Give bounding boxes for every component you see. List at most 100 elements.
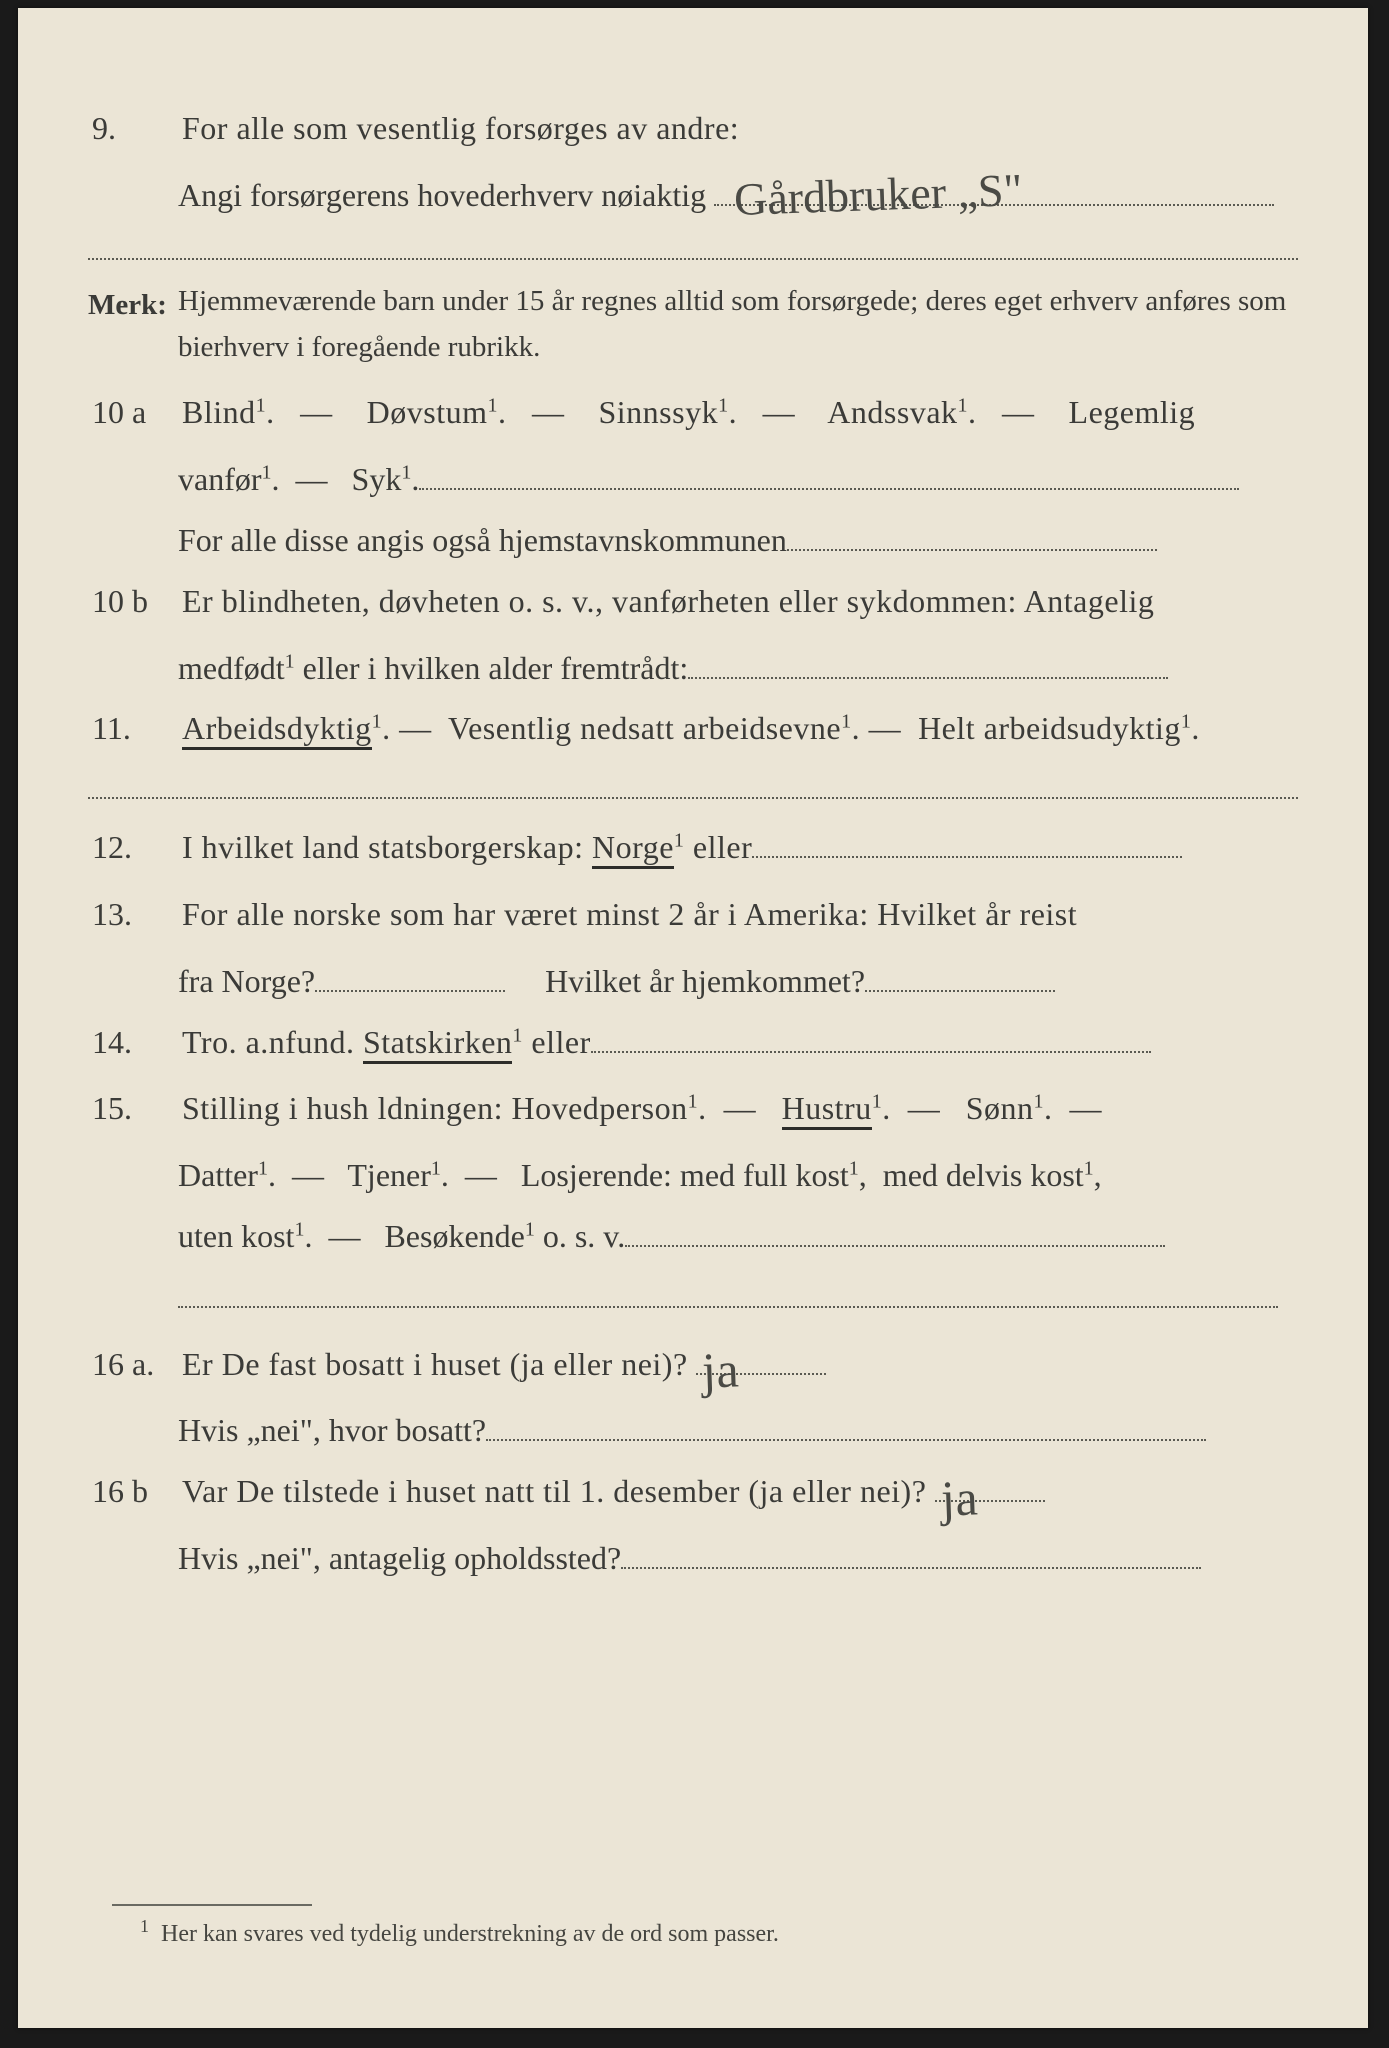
q9-handwriting: Gårdbruker „S" — [733, 146, 1024, 243]
q14-body: Tro. a.nfund. Statskirken1 eller — [182, 1012, 1298, 1073]
q11-body: Arbeidsdyktig1. — Vesentlig nedsatt arbe… — [182, 698, 1298, 759]
q15-utenkost: uten kost — [178, 1218, 294, 1254]
q15-fill — [625, 1210, 1165, 1247]
q10a-vanfor: vanfør — [178, 461, 262, 497]
q16a-hvis-nei: Hvis „nei", hvor bosatt? — [178, 1412, 486, 1448]
q15-fullkost: Losjerende: med full kost — [521, 1157, 849, 1193]
q16b-number: 16 b — [88, 1461, 182, 1522]
q15-row1: 15. Stilling i hush ldningen: Hovedperso… — [88, 1078, 1298, 1139]
q14-row: 14. Tro. a.nfund. Statskirken1 eller — [88, 1012, 1298, 1073]
q15-number: 15. — [88, 1078, 182, 1139]
merk-label: Merk: — [88, 278, 178, 333]
q16a-row1: 16 a. Er De fast bosatt i huset (ja elle… — [88, 1334, 1298, 1395]
q11-arbeidsdyktig: Arbeidsdyktig — [182, 710, 372, 750]
q10a-fill1 — [419, 453, 1239, 490]
q10a-syk: Syk — [352, 461, 402, 497]
q9-row1: 9. For alle som vesentlig forsørges av a… — [88, 98, 1298, 159]
q14-statskirken: Statskirken — [363, 1024, 512, 1064]
q10b-row2: medfødt1 eller i hvilken alder fremtrådt… — [178, 638, 1298, 699]
q16b-question: Var De tilstede i huset natt til 1. dese… — [182, 1473, 926, 1509]
footnote-body: Her kan svares ved tydelig understreknin… — [161, 1921, 779, 1947]
q10b-rest: eller i hvilken alder fremtrådt: — [303, 650, 689, 686]
q15-row2: Datter1. — Tjener1. — Losjerende: med fu… — [178, 1145, 1298, 1206]
q16b-line1: Var De tilstede i huset natt til 1. dese… — [182, 1461, 1298, 1522]
q10a-line1: Blind1. — Døvstum1. — Sinnssyk1. — Andss… — [182, 382, 1298, 443]
q12-norge: Norge — [592, 829, 674, 869]
q10a-dovstum: Døvstum — [367, 394, 488, 430]
q12-eller: eller — [693, 829, 752, 865]
q16a-question: Er De fast bosatt i huset (ja eller nei)… — [182, 1346, 696, 1382]
q11-number: 11. — [88, 698, 182, 759]
q15-stilling: Stilling i hush ldningen: Hovedperson — [182, 1090, 688, 1126]
footnote-marker: 1 — [140, 1916, 149, 1936]
q10b-line1: Er blindheten, døvheten o. s. v., vanfør… — [182, 571, 1298, 632]
q10b-row1: 10 b Er blindheten, døvheten o. s. v., v… — [88, 571, 1298, 632]
document-page: 9. For alle som vesentlig forsørges av a… — [18, 8, 1368, 2028]
q12-row: 12. I hvilket land statsborgerskap: Norg… — [88, 817, 1298, 878]
q15-line1: Stilling i hush ldningen: Hovedperson1. … — [182, 1078, 1298, 1139]
q13-fra-norge: fra Norge? — [178, 963, 315, 999]
q13-fill1 — [315, 955, 505, 992]
q13-line1: For alle norske som har været minst 2 år… — [182, 884, 1298, 945]
separator-after-9 — [88, 258, 1298, 260]
q13-row2: fra Norge? Hvilket år hjemkommet? — [178, 951, 1298, 1012]
q14-number: 14. — [88, 1012, 182, 1073]
q15-hustru: Hustru — [782, 1090, 872, 1130]
q11-nedsatt: Vesentlig nedsatt arbeidsevne — [448, 710, 841, 746]
q15-datter: Datter — [178, 1157, 258, 1193]
q9-line2-label: Angi forsørgerens hovederhverv nøiaktig — [178, 177, 706, 213]
q15-delviskost: med delvis kost — [883, 1157, 1084, 1193]
q10a-number: 10 a — [88, 382, 182, 443]
q15-tjener: Tjener — [347, 1157, 431, 1193]
q16b-row2: Hvis „nei", antagelig opholdssted? — [178, 1528, 1298, 1589]
q15-fill2 — [178, 1271, 1278, 1308]
q10b-fill — [688, 641, 1168, 678]
q15-sonn: Sønn — [966, 1090, 1034, 1126]
footnote-block: 1 Her kan svares ved tydelig understrekn… — [88, 1904, 1298, 1948]
q14-fill — [591, 1015, 1151, 1052]
separator-after-11 — [88, 797, 1298, 799]
q11-udyktig: Helt arbeidsudyktig — [918, 710, 1181, 746]
q10a-legemlig: Legemlig — [1069, 394, 1196, 430]
q16a-line1: Er De fast bosatt i huset (ja eller nei)… — [182, 1334, 1298, 1395]
q14-tro: Tro. a.nfund. — [182, 1024, 363, 1060]
q16b-fill2 — [621, 1532, 1201, 1569]
q9-line1: For alle som vesentlig forsørges av andr… — [182, 98, 1298, 159]
q16b-hvis-nei: Hvis „nei", antagelig opholdssted? — [178, 1540, 621, 1576]
q15-osv: o. s. v. — [543, 1218, 625, 1254]
q16b-fill1: ja — [935, 1465, 1045, 1502]
q10a-line3: For alle disse angis også hjemstavnskomm… — [178, 522, 787, 558]
q9-row2: Angi forsørgerens hovederhverv nøiaktig … — [178, 165, 1298, 226]
q10b-medfodt: medfødt — [178, 650, 285, 686]
q16b-row1: 16 b Var De tilstede i huset natt til 1.… — [88, 1461, 1298, 1522]
q9-number: 9. — [88, 98, 182, 159]
q15-row3: uten kost1. — Besøkende1 o. s. v. — [178, 1206, 1298, 1267]
q9-fill: Gårdbruker „S" — [714, 169, 1274, 206]
q16a-fill1: ja — [696, 1337, 826, 1374]
q12-fill — [752, 821, 1182, 858]
merk-text: Hjemmeværende barn under 15 år regnes al… — [178, 278, 1298, 371]
q10a-row3: For alle disse angis også hjemstavnskomm… — [178, 510, 1298, 571]
q13-number: 13. — [88, 884, 182, 945]
q13-row1: 13. For alle norske som har været minst … — [88, 884, 1298, 945]
q13-fill2 — [865, 955, 1055, 992]
q14-eller: eller — [531, 1024, 590, 1060]
q10a-sinnssyk: Sinnssyk — [598, 394, 718, 430]
q15-row4 — [178, 1267, 1298, 1328]
q10a-row2: vanfør1. — Syk1. — [178, 449, 1298, 510]
q10a-fill2 — [787, 514, 1157, 551]
q12-body: I hvilket land statsborgerskap: Norge1 e… — [182, 817, 1298, 878]
q13-hjemkommet: Hvilket år hjemkommet? — [545, 963, 865, 999]
q10a-row1: 10 a Blind1. — Døvstum1. — Sinnssyk1. — … — [88, 382, 1298, 443]
q10a-blind: Blind — [182, 394, 256, 430]
q10a-andssvak: Andssvak — [827, 394, 957, 430]
q12-number: 12. — [88, 817, 182, 878]
q16a-row2: Hvis „nei", hvor bosatt? — [178, 1400, 1298, 1461]
q16a-fill2 — [486, 1404, 1206, 1441]
q11-row: 11. Arbeidsdyktig1. — Vesentlig nedsatt … — [88, 698, 1298, 759]
q16a-number: 16 a. — [88, 1334, 182, 1395]
q12-label: I hvilket land statsborgerskap: — [182, 829, 592, 865]
q15-besokende: Besøkende — [384, 1218, 524, 1254]
footnote-rule — [112, 1904, 312, 1906]
merk-row: Merk: Hjemmeværende barn under 15 år reg… — [88, 278, 1298, 371]
